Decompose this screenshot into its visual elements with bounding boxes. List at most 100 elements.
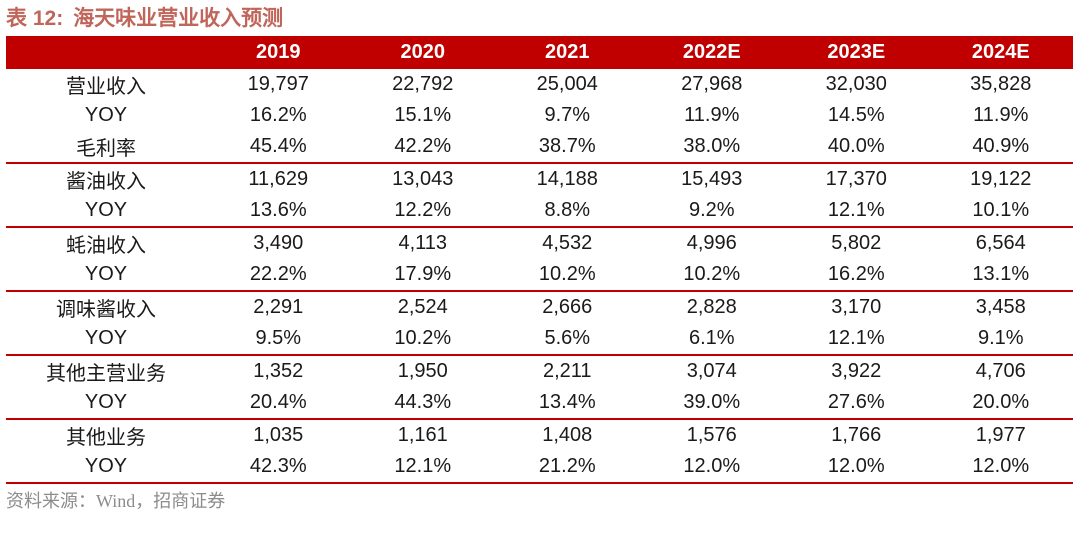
value-cell: 1,408 bbox=[542, 424, 593, 446]
row-label: YOY bbox=[6, 387, 206, 420]
table-title-text: 海天味业营业收入预测 bbox=[73, 6, 284, 30]
value-cell: 4,113 bbox=[398, 232, 448, 254]
value-cell: 1,035 bbox=[253, 424, 304, 446]
table-row: 其他业务 1,035 1,161 1,408 1,576 1,766 1,977 bbox=[6, 419, 1073, 451]
year-header-2019: 2019 bbox=[206, 36, 351, 69]
value-cell: 19,797 bbox=[247, 73, 309, 95]
row-label: 酱油收入 bbox=[66, 171, 146, 193]
row-label: YOY bbox=[6, 259, 206, 292]
value-cell: 10.2% bbox=[495, 259, 640, 292]
value-cell: 40.0% bbox=[784, 131, 929, 164]
value-cell: 13.4% bbox=[495, 387, 640, 420]
value-cell: 1,766 bbox=[831, 424, 882, 446]
row-label: YOY bbox=[84, 104, 128, 126]
table-row: 调味酱收入 2,291 2,524 2,666 2,828 3,170 3,458 bbox=[6, 291, 1073, 323]
row-label: 调味酱收入 bbox=[56, 299, 156, 321]
table-row: 蚝油收入 3,490 4,113 4,532 4,996 5,802 6,564 bbox=[6, 227, 1073, 259]
table-row: YOY 20.4% 44.3% 13.4% 39.0% 27.6% 20.0% bbox=[6, 387, 1073, 420]
value-cell: 3,490 bbox=[253, 232, 304, 254]
value-cell: 3,170 bbox=[831, 296, 882, 318]
value-cell: 10.2% bbox=[639, 259, 784, 292]
value-cell: 10.1% bbox=[928, 195, 1073, 228]
value-cell: 9.1% bbox=[928, 323, 1073, 356]
year-header-2024e: 2024E bbox=[928, 36, 1073, 69]
table-row: YOY 16.2% 15.1% 9.7% 11.9% 14.5% 11.9% bbox=[6, 100, 1073, 131]
row-label: 其他主营业务 bbox=[46, 363, 166, 385]
value-cell: 32,030 bbox=[825, 73, 887, 95]
value-cell: 1,950 bbox=[397, 360, 448, 382]
year-header-2022e: 2022E bbox=[639, 36, 784, 69]
value-cell: 1,352 bbox=[253, 360, 304, 382]
table-row: 其他主营业务 1,352 1,950 2,211 3,074 3,922 4,706 bbox=[6, 355, 1073, 387]
source-note: 资料来源：Wind，招商证券 bbox=[6, 491, 226, 511]
value-cell: 2,524 bbox=[397, 296, 448, 318]
value-cell: 40.9% bbox=[928, 131, 1073, 164]
year-header-2023e: 2023E bbox=[784, 36, 929, 69]
value-cell: 4,996 bbox=[686, 232, 737, 254]
value-cell: 14.5% bbox=[827, 104, 885, 126]
value-cell: 17.9% bbox=[350, 259, 495, 292]
year-header-2020: 2020 bbox=[350, 36, 495, 69]
value-cell: 20.4% bbox=[206, 387, 351, 420]
value-cell: 9.7% bbox=[544, 104, 591, 126]
row-label: YOY bbox=[6, 195, 206, 228]
row-label: 其他业务 bbox=[66, 427, 146, 449]
value-cell: 5,802 bbox=[831, 232, 882, 254]
value-cell: 21.2% bbox=[495, 451, 640, 484]
value-cell: 22,792 bbox=[392, 73, 454, 95]
table-row: YOY 22.2% 17.9% 10.2% 10.2% 16.2% 13.1% bbox=[6, 259, 1073, 292]
value-cell: 13.1% bbox=[928, 259, 1073, 292]
value-cell: 6.1% bbox=[639, 323, 784, 356]
value-cell: 1,161 bbox=[397, 424, 448, 446]
value-cell: 4,706 bbox=[975, 360, 1026, 382]
row-group-2: 蚝油收入 3,490 4,113 4,532 4,996 5,802 6,564 YOY 22.… bbox=[6, 227, 1073, 292]
table-row: 毛利率 45.4% 42.2% 38.7% 38.0% 40.0% 40.9% bbox=[6, 131, 1073, 164]
value-cell: 44.3% bbox=[350, 387, 495, 420]
row-label: YOY bbox=[6, 323, 206, 356]
row-label: 营业收入 bbox=[66, 76, 146, 98]
value-cell: 12.0% bbox=[784, 451, 929, 484]
value-cell: 11,629 bbox=[248, 168, 309, 190]
value-cell: 5.6% bbox=[495, 323, 640, 356]
row-label: YOY bbox=[6, 451, 206, 484]
value-cell: 12.0% bbox=[639, 451, 784, 484]
value-cell: 12.2% bbox=[350, 195, 495, 228]
value-cell: 13,043 bbox=[392, 168, 454, 190]
table-row: 营业收入 19,797 22,792 25,004 27,968 32,030 35,828 bbox=[6, 69, 1073, 100]
value-cell: 3,458 bbox=[975, 296, 1026, 318]
forecast-table: 2019 2020 2021 2022E 2023E 2024E 营业收入 19,797 22… bbox=[6, 36, 1073, 484]
value-cell: 9.5% bbox=[206, 323, 351, 356]
value-cell: 11.9% bbox=[684, 104, 740, 126]
row-label: 毛利率 bbox=[6, 131, 206, 164]
row-group-5: 其他业务 1,035 1,161 1,408 1,576 1,766 1,977 YOY 42.… bbox=[6, 419, 1073, 484]
value-cell: 22.2% bbox=[206, 259, 351, 292]
row-label: 蚝油收入 bbox=[66, 235, 146, 257]
row-group-3: 调味酱收入 2,291 2,524 2,666 2,828 3,170 3,458 YOY 9.… bbox=[6, 291, 1073, 356]
value-cell: 38.0% bbox=[639, 131, 784, 164]
value-cell: 25,004 bbox=[536, 73, 598, 95]
row-group-4: 其他主营业务 1,352 1,950 2,211 3,074 3,922 4,706 YOY 2… bbox=[6, 355, 1073, 420]
row-group-0: 营业收入 19,797 22,792 25,004 27,968 32,030 35,828… bbox=[6, 69, 1073, 164]
value-cell: 27,968 bbox=[681, 73, 743, 95]
value-cell: 16.2% bbox=[249, 104, 307, 126]
value-cell: 45.4% bbox=[206, 131, 351, 164]
table-row: YOY 42.3% 12.1% 21.2% 12.0% 12.0% 12.0% bbox=[6, 451, 1073, 484]
value-cell: 2,666 bbox=[542, 296, 593, 318]
value-cell: 15,493 bbox=[681, 168, 743, 190]
value-cell: 42.2% bbox=[350, 131, 495, 164]
value-cell: 2,211 bbox=[542, 360, 592, 382]
table-number-label: 表 12: bbox=[6, 7, 64, 30]
value-cell: 8.8% bbox=[495, 195, 640, 228]
value-cell: 12.1% bbox=[350, 451, 495, 484]
table-row: YOY 9.5% 10.2% 5.6% 6.1% 12.1% 9.1% bbox=[6, 323, 1073, 356]
page-title: 表 12: 海天味业营业收入预测 bbox=[6, 4, 1073, 33]
value-cell: 2,828 bbox=[686, 296, 737, 318]
value-cell: 1,977 bbox=[975, 424, 1026, 446]
value-cell: 12.1% bbox=[784, 195, 929, 228]
year-header-2021: 2021 bbox=[495, 36, 640, 69]
value-cell: 17,370 bbox=[825, 168, 887, 190]
value-cell: 42.3% bbox=[206, 451, 351, 484]
value-cell: 11.9% bbox=[973, 104, 1029, 126]
value-cell: 19,122 bbox=[970, 168, 1032, 190]
